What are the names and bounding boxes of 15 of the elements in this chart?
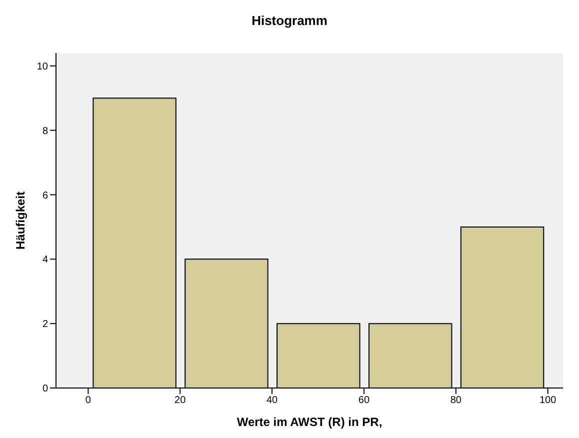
x-tick-label: 60 xyxy=(358,395,370,406)
y-tick-label: 4 xyxy=(42,254,48,266)
x-axis-title: Werte im AWST (R) in PR, xyxy=(236,415,382,429)
y-tick-label: 8 xyxy=(42,126,48,137)
y-tick-label: 10 xyxy=(36,61,48,72)
x-tick-label: 0 xyxy=(85,395,92,406)
y-tick-label: 2 xyxy=(42,319,48,330)
y-axis-title: Häufigkeit xyxy=(13,191,28,250)
x-tick-label: 100 xyxy=(539,395,557,406)
y-tick-label: 6 xyxy=(42,190,48,202)
x-tick-label: 40 xyxy=(266,395,278,406)
chart-title: Histogramm xyxy=(250,12,328,30)
y-tick-label: 0 xyxy=(42,384,48,395)
x-tick-label: 20 xyxy=(174,395,186,406)
x-tick-label: 80 xyxy=(450,395,462,406)
